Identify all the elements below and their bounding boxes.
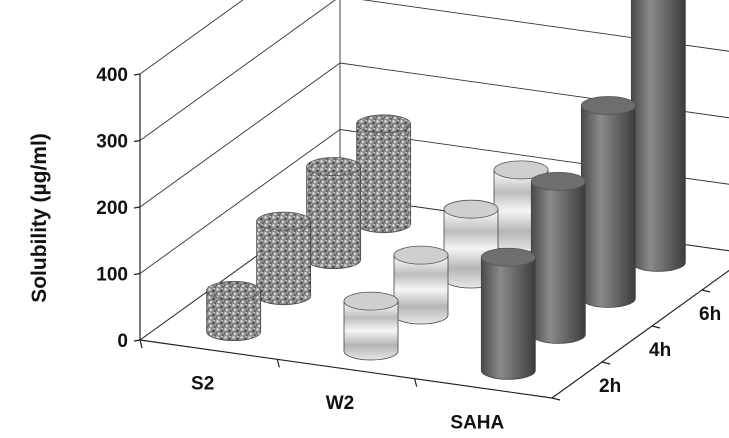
cylinder-top	[306, 157, 362, 176]
x-tick-label: W2	[326, 393, 355, 414]
x-tick-label: S2	[191, 374, 214, 395]
gridline	[139, 0, 244, 75]
cylinder-bar	[306, 157, 362, 270]
depth-tick-label: 6h	[699, 304, 721, 325]
cylinder-top	[580, 96, 636, 115]
cylinder-bar	[393, 245, 449, 325]
x-axis-line	[139, 339, 553, 399]
cylinder-bar	[256, 211, 312, 306]
cylinder-top	[493, 160, 549, 180]
x-tick	[139, 339, 143, 349]
cylinder-body	[306, 166, 362, 270]
cylinder-body	[393, 254, 449, 325]
cylinder-body	[480, 256, 536, 380]
cylinder-body	[580, 105, 636, 308]
cylinder-top	[393, 245, 449, 265]
chart-axes	[133, 73, 729, 401]
x-tick-label: SAHA	[450, 412, 504, 433]
x-tick	[414, 378, 418, 387]
x-tick	[276, 359, 280, 368]
cylinder-bar	[356, 114, 412, 234]
cylinder-body	[256, 220, 312, 306]
cylinder-top	[256, 211, 312, 231]
depth-tick	[601, 361, 611, 365]
y-tick-label: 400	[96, 65, 128, 86]
cylinder-bar	[580, 96, 636, 308]
cylinder-body	[206, 290, 262, 342]
cylinder-top	[480, 247, 536, 267]
depth-tick-label: 4h	[649, 340, 671, 361]
chart-labels: 0100200300400S2W2SAHA2h4h6h24h	[96, 65, 721, 433]
cylinder-body	[530, 180, 586, 344]
cylinder-bar	[343, 291, 399, 361]
cylinder-body	[343, 300, 399, 361]
depth-tick	[551, 397, 561, 401]
y-tick	[133, 206, 141, 209]
gridline	[139, 0, 729, 141]
y-tick-label: 200	[96, 198, 128, 219]
cylinder-top	[343, 291, 399, 311]
depth-tick	[651, 325, 661, 329]
cylinder-body	[630, 0, 686, 272]
cylinder-bar	[206, 281, 262, 342]
y-tick	[133, 73, 141, 76]
cylinder-top	[443, 199, 499, 219]
cylinder-top	[206, 281, 262, 300]
cylinder-body	[356, 123, 412, 234]
y-tick	[133, 139, 141, 143]
y-tick-label: 100	[96, 265, 128, 286]
y-tick-label: 0	[117, 331, 128, 352]
cylinder-top	[356, 114, 412, 134]
y-axis-title: Solubility (µg/ml)	[28, 133, 51, 303]
y-tick-label: 300	[96, 132, 128, 153]
cylinder-top	[530, 171, 586, 191]
depth-tick-label: 2h	[599, 376, 621, 397]
cylinder-bar	[630, 0, 686, 272]
y-tick	[133, 272, 141, 276]
cylinder-bar	[530, 171, 586, 344]
cylinder-bar	[480, 247, 536, 380]
depth-tick	[701, 289, 711, 293]
chart-cylinders	[206, 0, 686, 380]
y-tick	[133, 339, 141, 342]
